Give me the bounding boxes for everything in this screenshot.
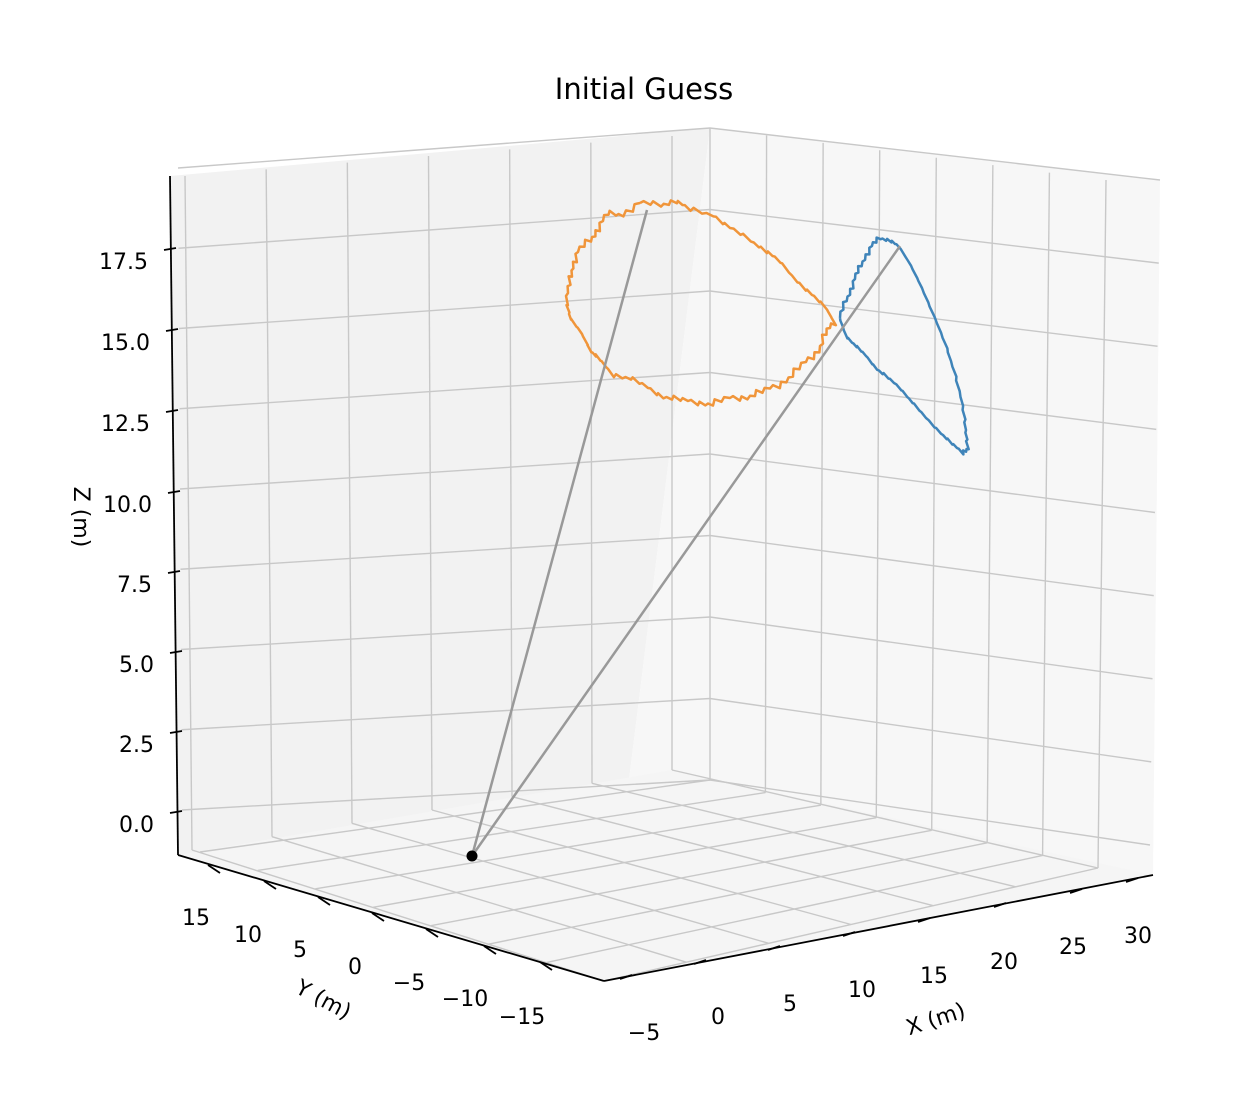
floor-grid-line-y [351,822,769,945]
y-tick [371,912,385,922]
x-tick [1125,877,1139,883]
y-grid-line-wall [508,149,513,797]
right-pane [604,128,1160,981]
x-tick [993,902,1007,908]
x-tick-label: −5 [628,1021,660,1046]
y-grid-line-wall [184,175,193,851]
y-tick [263,880,277,890]
tick-labels: 0.02.55.07.510.012.515.017.5151050−5−10−… [99,250,1152,1046]
z-tick [163,247,177,251]
x-tick [619,974,633,980]
z-tick [169,810,183,814]
z-axis-label: Z (m) [68,487,93,548]
floor-grid-line-x [373,817,877,908]
tether-line-orange [470,209,649,857]
y-tick [539,961,553,971]
z-tick-label: 15.0 [101,331,150,356]
floor-grid-line-x [315,804,821,890]
floor-pane [178,770,1153,981]
y-tick-label: −5 [393,971,425,996]
x-tick-label: 30 [1124,924,1152,949]
x-grid-line-wall [875,150,881,818]
x-tick-label: 0 [711,1005,725,1030]
y-tick-label: 15 [182,906,210,931]
z-tick [167,490,181,494]
x-grid-line-wall [931,157,937,831]
x-tick [693,959,707,965]
blue-trajectory-line [838,236,970,456]
x-axis-label: X (m) [903,999,968,1042]
x-tick-label: 10 [848,978,876,1003]
z-tick-label: 10.0 [103,493,152,518]
x-tick-label: 25 [1059,935,1087,960]
x-grid-line-wall [820,142,824,806]
floor-grid-line-x [488,842,988,945]
z-tick [167,570,181,574]
x-grid-line-wall [1041,172,1051,856]
tether-line-blue [470,245,902,857]
y-tick [317,896,331,906]
z-tick-label: 17.5 [99,250,148,275]
y-tick-label: 10 [234,923,262,948]
z-tick-label: 0.0 [119,813,154,838]
z-tick-label: 7.5 [117,573,152,598]
left-pane [170,128,710,981]
x-tick [1069,888,1083,894]
x-tick [767,945,781,951]
axis-panes [170,128,1160,981]
z-tick [165,328,179,332]
floor-grid-line-y [431,809,852,926]
z-tick-label: 2.5 [119,733,154,758]
x-tick [917,917,931,923]
z-axis-line [169,175,179,856]
y-axis-line [177,854,605,982]
floor-grid-line-y [191,849,605,982]
z-tick [169,650,183,654]
floor-grid-line-x [546,854,1043,964]
x-grid-line-wall [764,135,768,793]
chart-title: Initial Guess [555,72,733,106]
y-tick [483,945,497,955]
floor-grid-line-y [591,782,1016,888]
x-tick-label: 5 [783,992,797,1017]
x-tick-label: 20 [990,950,1018,975]
floor-grid-line-y [671,769,1099,869]
tick-marks [163,247,1139,980]
y-tick-label: 5 [293,938,307,963]
z-tick-label: 5.0 [119,653,154,678]
z-tick-label: 12.5 [101,412,150,437]
y-tick-label: −10 [442,987,488,1012]
floor-grid-line-x [257,791,766,872]
x-grid-line-wall [1097,179,1107,869]
orange-trajectory-line [564,199,838,407]
grid-lines [177,127,1161,982]
floor-grid-line-y [511,795,934,907]
x-tick-label: 15 [920,964,948,989]
z-tick [165,409,179,413]
x-tick [842,931,856,937]
y-tick-label: 0 [348,955,362,980]
y-grid-line-wall [346,162,353,824]
y-tick [207,864,221,874]
y-grid-line-wall [427,155,433,811]
y-grid-line-wall [265,169,273,837]
x-grid-line-wall [986,165,994,843]
y-tick-label: −15 [499,1005,545,1030]
anchor-point [466,850,478,862]
y-axis-label: Y (m) [290,975,355,1025]
floor-grid-line-x [430,829,932,927]
y-grid-line-wall [590,142,593,784]
floor-grid-line-x [199,779,711,853]
z-tick [169,730,183,734]
y-tick [425,928,439,938]
floor-grid-line-x [603,867,1099,982]
